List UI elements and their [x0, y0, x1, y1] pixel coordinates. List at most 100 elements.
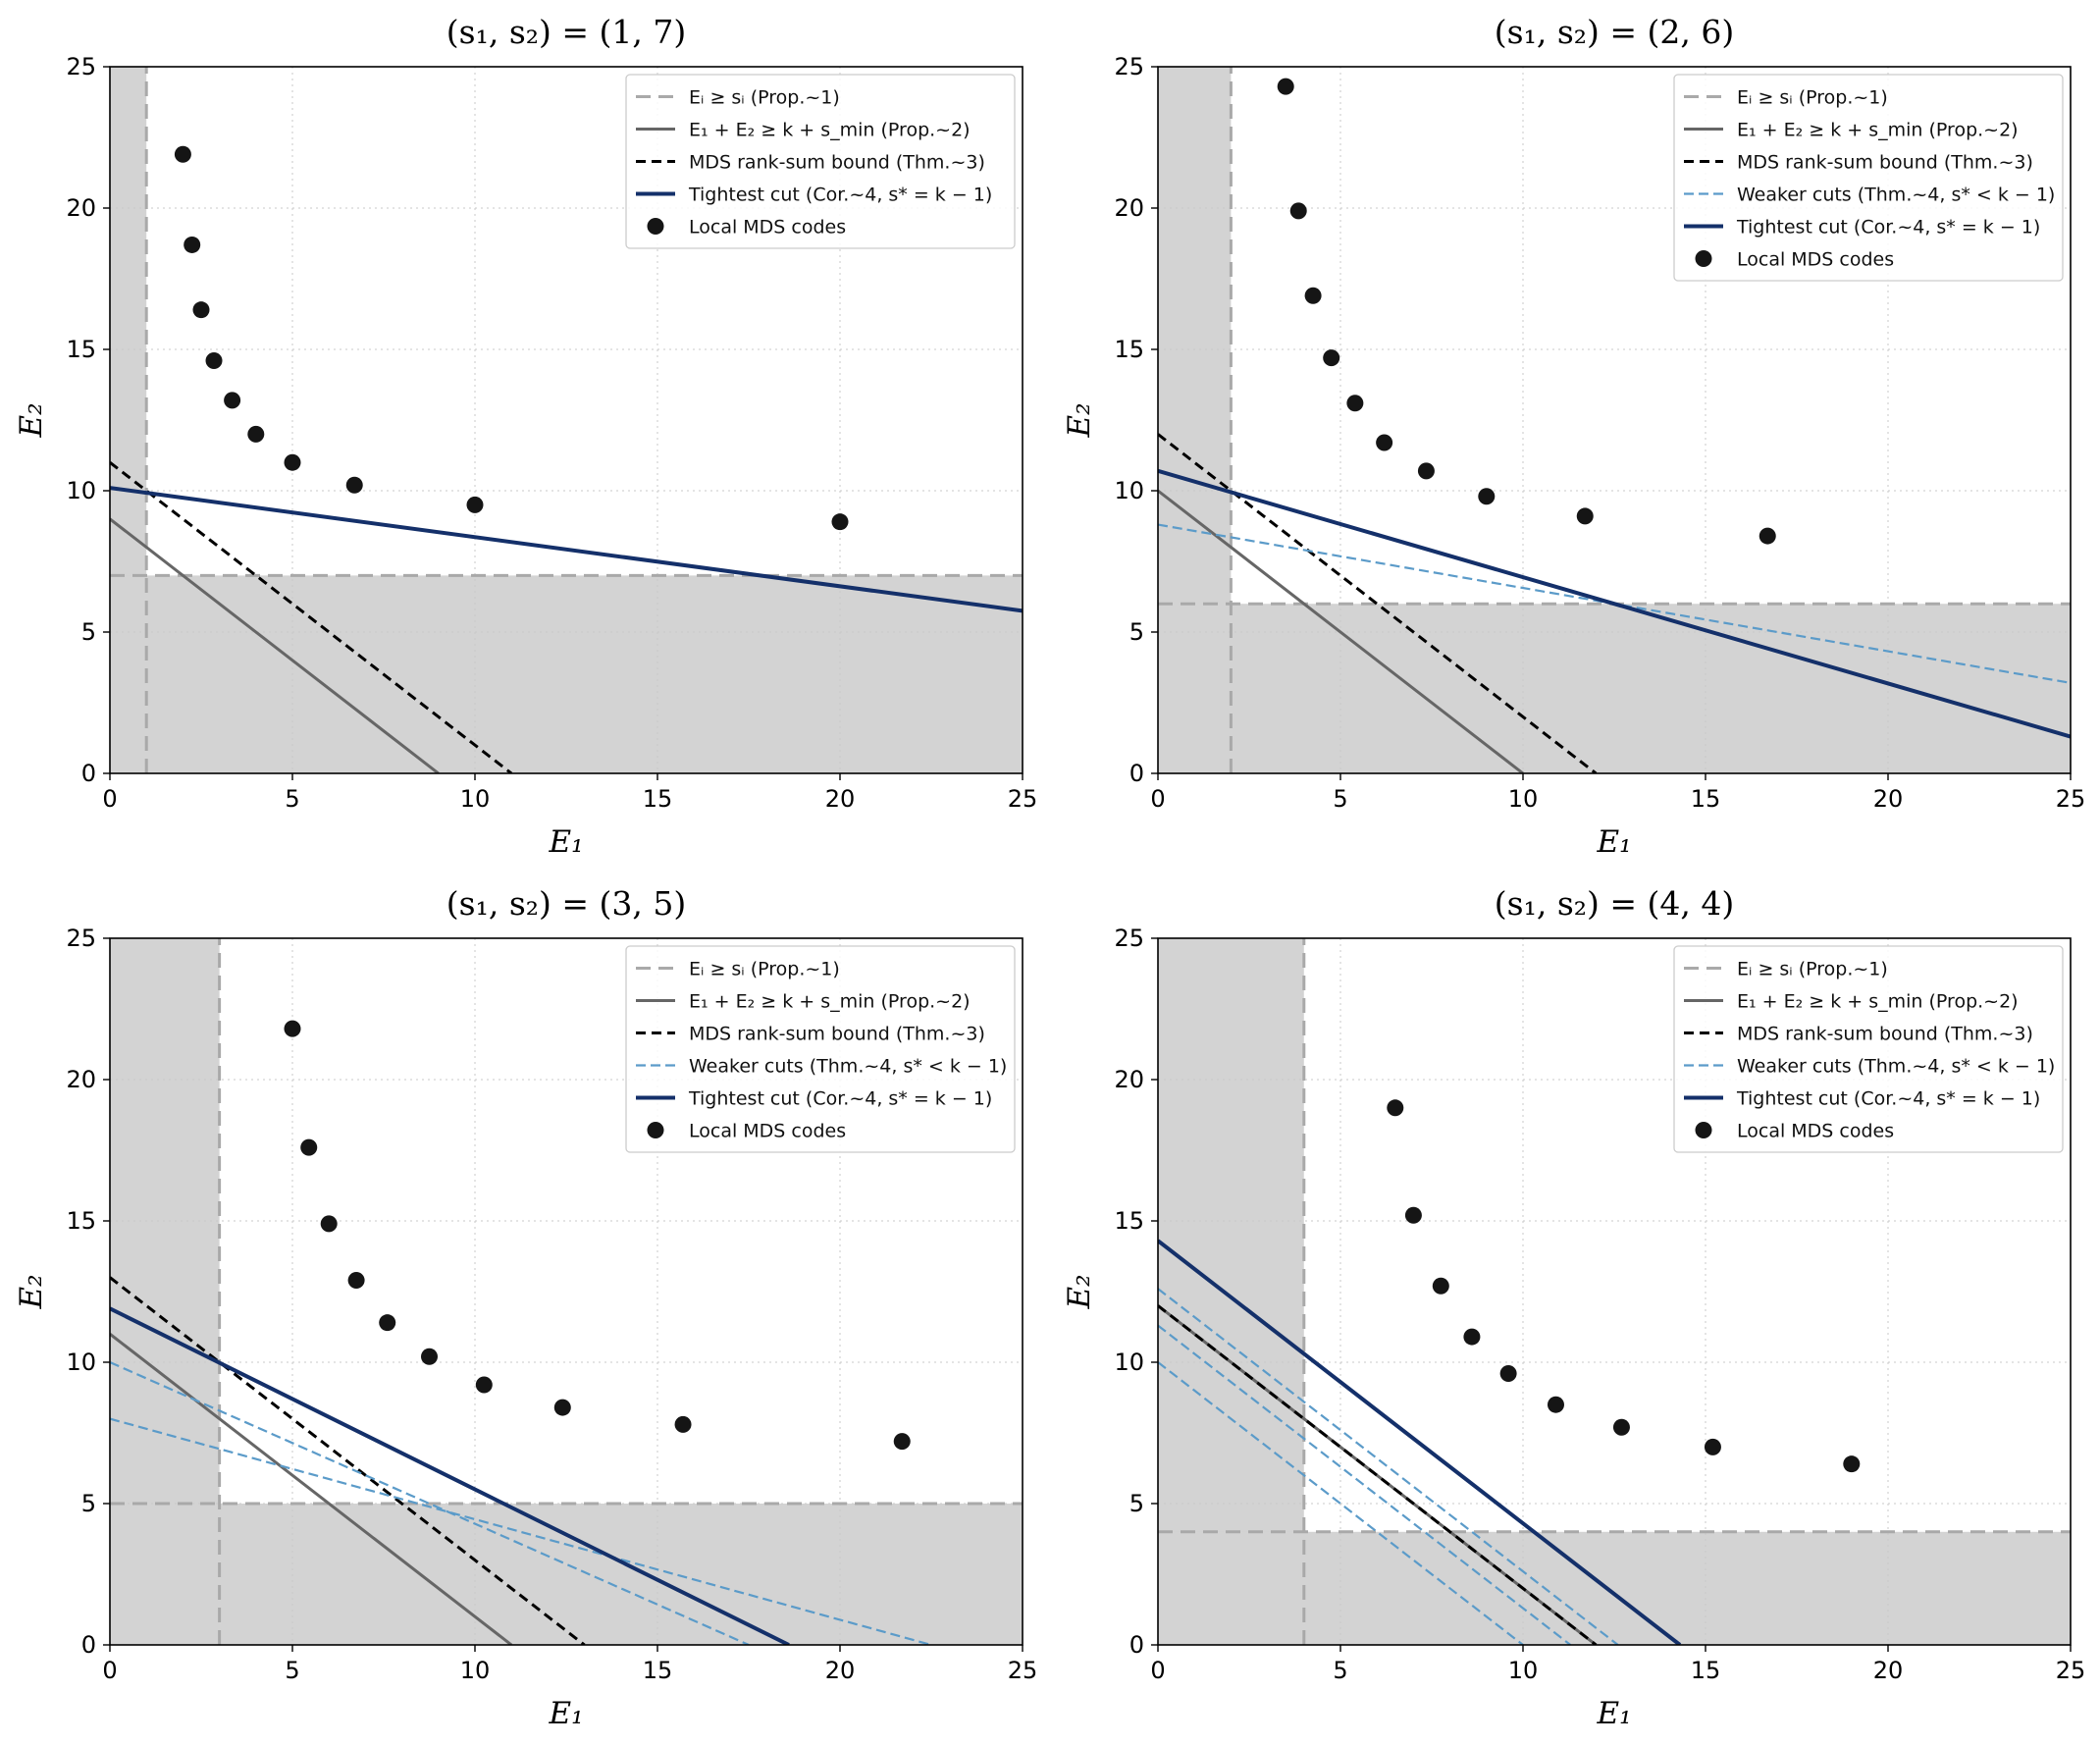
data-point — [1277, 78, 1294, 95]
legend-label: Tightest cut (Cor.~4, s* = k − 1) — [1736, 217, 2040, 238]
y-tick-label: 20 — [1114, 194, 1144, 222]
data-point — [1704, 1438, 1721, 1455]
line-tight — [1158, 468, 2071, 739]
line-mds — [1158, 1304, 1598, 1645]
legend-box — [625, 74, 1016, 249]
data-point — [1387, 1099, 1404, 1117]
y-tick-label: 25 — [1114, 53, 1144, 80]
legend-label: Tightest cut (Cor.~4, s* = k − 1) — [688, 1088, 992, 1110]
x-tick-label: 0 — [102, 785, 117, 813]
y-tick-label: 25 — [66, 53, 96, 80]
y-axis-label: E₂ — [1062, 402, 1097, 438]
line-tight — [110, 1306, 790, 1645]
legend: Eᵢ ≥ sᵢ (Prop.~1) E₁ + E₂ ≥ k + s_min (Pr… — [625, 945, 1016, 1153]
panel-1-1: 0 5 10 15 20 25 0 5 10 15 20 25 E₁ E₂ (s₁, s₂) = (1, 7… — [14, 13, 1037, 860]
infeasible-region-e1 — [1158, 938, 1304, 1645]
data-point — [192, 301, 210, 319]
legend-label: Tightest cut (Cor.~4, s* = k − 1) — [688, 185, 992, 206]
x-axis-label: E₁ — [548, 1696, 583, 1731]
panel-title: (s₁, s₂) = (1, 7) — [446, 13, 686, 51]
line-weak — [1158, 1324, 1572, 1645]
data-point — [1576, 507, 1594, 525]
y-tick-label: 5 — [81, 1490, 96, 1517]
data-point — [174, 145, 191, 163]
line-weak — [110, 1360, 750, 1645]
x-tick-label: 5 — [285, 785, 299, 813]
data-point — [1404, 1206, 1422, 1224]
data-point — [421, 1348, 438, 1365]
x-tick-label: 10 — [460, 1657, 491, 1684]
legend-label: Eᵢ ≥ sᵢ (Prop.~1) — [689, 87, 840, 109]
legend-label: MDS rank-sum bound (Thm.~3) — [1737, 152, 2033, 174]
axes-frame — [1157, 66, 2072, 774]
legend-label: Eᵢ ≥ sᵢ (Prop.~1) — [1737, 959, 1888, 980]
legend-label: E₁ + E₂ ≥ k + s_min (Prop.~2) — [1737, 120, 2019, 141]
data-point — [1432, 1277, 1449, 1295]
y-tick-label: 10 — [1114, 477, 1144, 504]
data-point — [284, 1020, 301, 1037]
axes-frame — [109, 66, 1024, 774]
bound-lines — [1158, 67, 2071, 773]
data-point — [300, 1138, 318, 1156]
x-tick-label: 25 — [1008, 1657, 1038, 1684]
line-tight — [1158, 1239, 1682, 1645]
y-tick-label: 10 — [66, 1348, 96, 1376]
legend-label: MDS rank-sum bound (Thm.~3) — [1737, 1024, 2033, 1045]
bound-lines — [1158, 938, 2071, 1645]
legend-label: Local MDS codes — [689, 1121, 846, 1142]
legend-label: Weaker cuts (Thm.~4, s* < k − 1) — [689, 1056, 1007, 1078]
x-tick-label: 0 — [102, 1657, 117, 1684]
data-point — [1478, 488, 1496, 505]
y-tick-label: 15 — [1114, 336, 1144, 363]
legend-label: E₁ + E₂ ≥ k + s_min (Prop.~2) — [689, 991, 971, 1013]
legend-label: Tightest cut (Cor.~4, s* = k − 1) — [1736, 1088, 2040, 1110]
data-point — [1759, 527, 1776, 545]
x-tick-label: 10 — [1508, 1657, 1539, 1684]
data-point — [247, 425, 265, 443]
y-tick-label: 25 — [1114, 925, 1144, 952]
y-tick-label: 15 — [1114, 1207, 1144, 1235]
legend-label: E₁ + E₂ ≥ k + s_min (Prop.~2) — [689, 120, 971, 141]
line-prop2 — [1158, 489, 1524, 773]
line-weak — [1158, 1361, 1524, 1645]
legend-box — [1673, 74, 2064, 282]
y-axis-label: E₂ — [14, 402, 49, 438]
y-tick-label: 0 — [1129, 760, 1144, 787]
infeasible-region-e2 — [110, 1504, 1023, 1645]
line-prop2 — [110, 517, 440, 773]
data-point — [1304, 287, 1322, 304]
y-tick-label: 10 — [1114, 1348, 1144, 1376]
y-tick-label: 0 — [81, 760, 96, 787]
bound-lines — [110, 67, 1023, 773]
x-tick-label: 25 — [2056, 1657, 2086, 1684]
x-tick-label: 10 — [1508, 785, 1539, 813]
data-point — [1463, 1328, 1481, 1346]
data-point — [893, 1433, 911, 1451]
x-tick-label: 20 — [1873, 785, 1904, 813]
x-tick-label: 20 — [825, 785, 856, 813]
y-tick-label: 20 — [66, 1066, 96, 1093]
x-axis-label: E₁ — [1596, 1696, 1631, 1731]
data-point — [674, 1415, 692, 1433]
x-tick-label: 15 — [643, 1657, 673, 1684]
data-point — [205, 352, 223, 370]
panel-title: (s₁, s₂) = (2, 6) — [1495, 13, 1734, 51]
x-tick-label: 0 — [1150, 785, 1165, 813]
legend: Eᵢ ≥ sᵢ (Prop.~1) E₁ + E₂ ≥ k + s_min (Pr… — [1673, 945, 2064, 1153]
panel-2-2: 0 5 10 15 20 25 0 5 10 15 20 25 E₁ E₂ (s₁, s₂) = (4, 4… — [1062, 884, 2085, 1731]
x-axis-label: E₁ — [548, 824, 583, 860]
x-tick-label: 15 — [1691, 1657, 1721, 1684]
legend: Eᵢ ≥ sᵢ (Prop.~1) E₁ + E₂ ≥ k + s_min (Pr… — [625, 74, 1016, 249]
x-tick-label: 10 — [460, 785, 491, 813]
y-tick-label: 25 — [66, 925, 96, 952]
legend-label: E₁ + E₂ ≥ k + s_min (Prop.~2) — [1737, 991, 2019, 1013]
infeasible-region-e2 — [1158, 1531, 2071, 1645]
bound-lines — [110, 938, 1023, 1645]
y-tick-label: 15 — [66, 1207, 96, 1235]
data-point — [379, 1314, 396, 1332]
x-tick-label: 25 — [1008, 785, 1038, 813]
legend-label: Local MDS codes — [689, 217, 846, 238]
y-tick-label: 20 — [66, 194, 96, 222]
y-tick-label: 10 — [66, 477, 96, 504]
